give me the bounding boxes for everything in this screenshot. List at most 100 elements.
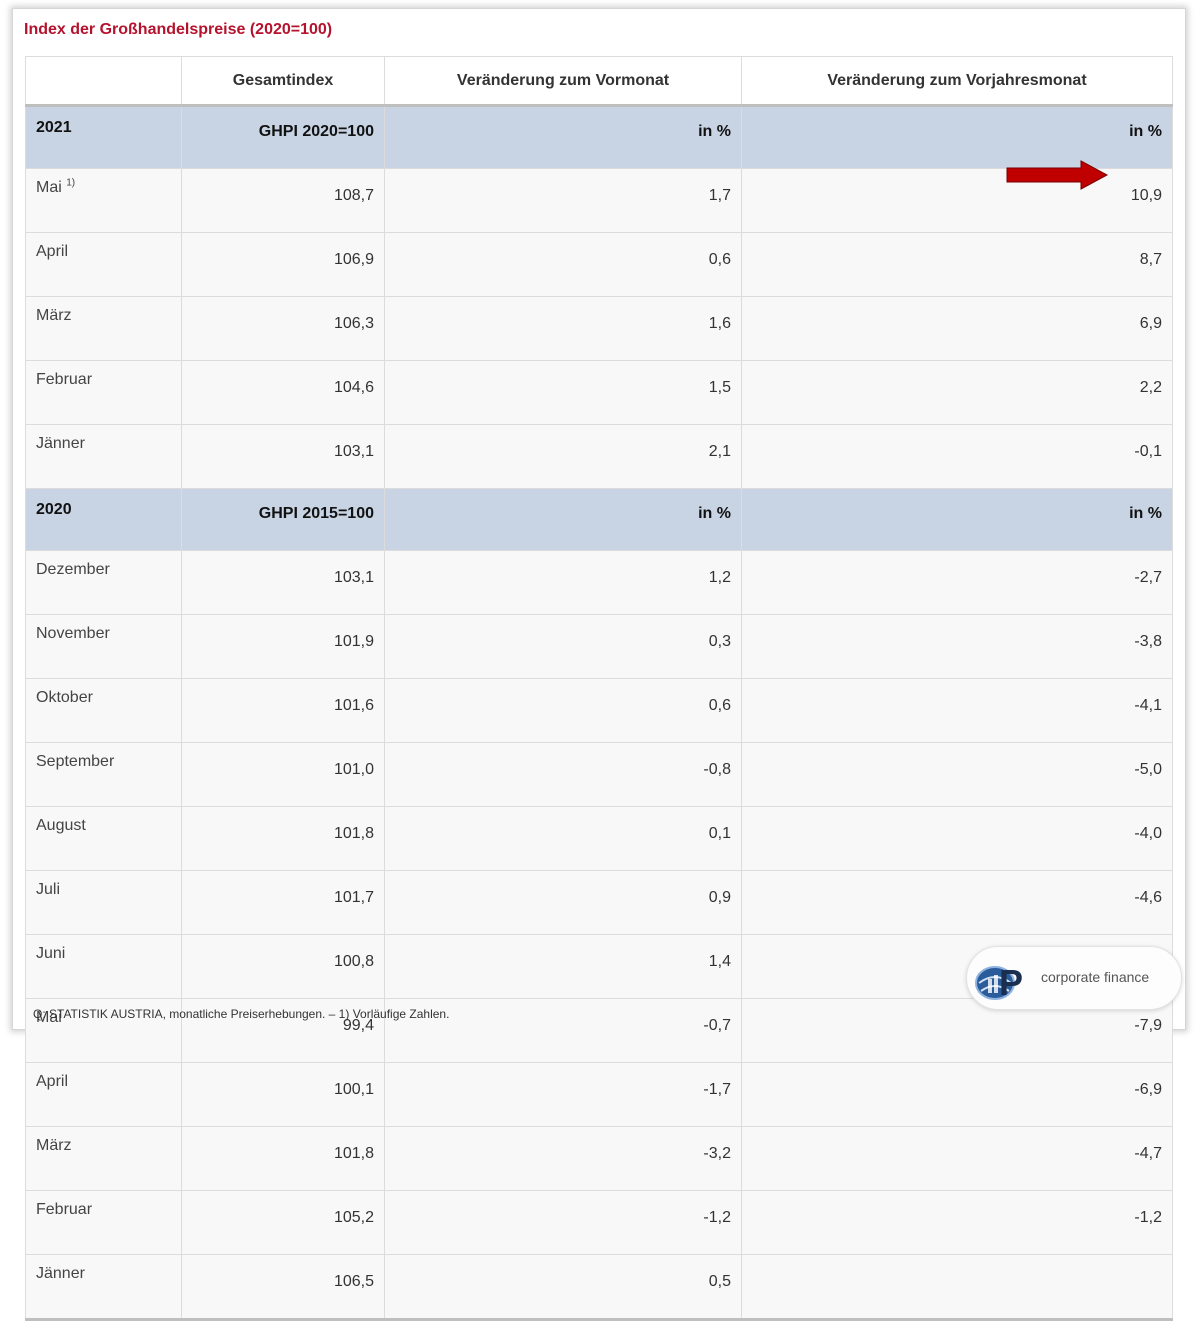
mom-cell: 0,9 — [384, 870, 742, 935]
month-label: November — [36, 625, 110, 642]
year-label: 2021 — [25, 105, 182, 169]
table-row: Dezember 103,1 1,2 -2,7 — [25, 550, 1173, 615]
table-row: März 101,8 -3,2 -4,7 — [25, 1126, 1173, 1191]
yoy-cell: -1,2 — [741, 1190, 1173, 1255]
month-cell: März — [25, 1126, 182, 1191]
month-cell: Februar — [25, 360, 182, 425]
month-cell: Juli — [25, 870, 182, 935]
index-cell: 101,0 — [181, 742, 385, 807]
table-row: Oktober 101,6 0,6 -4,1 — [25, 678, 1173, 743]
mom-cell: 0,5 — [384, 1254, 742, 1321]
globe-logo-icon: P — [975, 962, 1023, 1003]
mom-cell: 1,4 — [384, 934, 742, 999]
table-row: Jänner 103,1 2,1 -0,1 — [25, 424, 1173, 489]
table-row: April 106,9 0,6 8,7 — [25, 232, 1173, 297]
month-cell: April — [25, 1062, 182, 1127]
month-label: Mai — [36, 179, 62, 196]
year-label: 2020 — [25, 488, 182, 551]
mom-cell: 1,7 — [384, 168, 742, 233]
table-row: März 106,3 1,6 6,9 — [25, 296, 1173, 361]
month-label: April — [36, 243, 69, 260]
index-cell: 106,3 — [181, 296, 385, 361]
yoy-cell: 2,2 — [741, 360, 1173, 425]
column-header-index: Gesamtindex — [181, 56, 385, 107]
table-row: Mai 1) 108,7 1,7 10,9 — [25, 168, 1173, 233]
index-cell: 105,2 — [181, 1190, 385, 1255]
month-label: August — [36, 817, 86, 834]
index-cell: 106,9 — [181, 232, 385, 297]
month-label: Februar — [36, 371, 93, 388]
table-row: September 101,0 -0,8 -5,0 — [25, 742, 1173, 807]
table-row: August 101,8 0,1 -4,0 — [25, 806, 1173, 871]
table-row: April 100,1 -1,7 -6,9 — [25, 1062, 1173, 1127]
table-row: Februar 104,6 1,5 2,2 — [25, 360, 1173, 425]
month-cell: März — [25, 296, 182, 361]
mom-cell: 0,1 — [384, 806, 742, 871]
yoy-cell: -5,0 — [741, 742, 1173, 807]
index-unit: GHPI 2020=100 — [181, 105, 385, 169]
column-header-period — [25, 56, 182, 107]
table-row: Juli 101,7 0,9 -4,6 — [25, 870, 1173, 935]
yoy-cell — [741, 1254, 1173, 1321]
price-index-table: Gesamtindex Veränderung zum Vormonat Ver… — [25, 56, 1173, 1321]
yoy-cell: -6,9 — [741, 1062, 1173, 1127]
month-cell: Jänner — [25, 424, 182, 489]
mom-cell: 0,6 — [384, 678, 742, 743]
page-title: Index der Großhandelspreise (2020=100) — [24, 21, 333, 38]
table-header-row: Gesamtindex Veränderung zum Vormonat Ver… — [25, 56, 1173, 107]
index-cell: 101,9 — [181, 614, 385, 679]
yoy-cell: -4,7 — [741, 1126, 1173, 1191]
month-cell: Mai 1) — [25, 168, 182, 233]
index-cell: 101,8 — [181, 1126, 385, 1191]
month-cell: Dezember — [25, 550, 182, 615]
month-cell: April — [25, 232, 182, 297]
index-cell: 108,7 — [181, 168, 385, 233]
mom-cell: 0,3 — [384, 614, 742, 679]
mom-cell: -1,2 — [384, 1190, 742, 1255]
index-cell: 101,8 — [181, 806, 385, 871]
year-group-row: 2020 GHPI 2015=100 in % in % — [25, 488, 1173, 551]
table-body: 2021 GHPI 2020=100 in % in % Mai 1) 108,7 1,7 1… — [25, 105, 1173, 1321]
month-label: Dezember — [36, 561, 110, 578]
mom-unit: in % — [384, 105, 742, 169]
month-cell: Februar — [25, 1190, 182, 1255]
month-cell: Oktober — [25, 678, 182, 743]
mom-unit: in % — [384, 488, 742, 551]
year-group-row: 2021 GHPI 2020=100 in % in % — [25, 105, 1173, 169]
mom-cell: 1,5 — [384, 360, 742, 425]
month-cell: November — [25, 614, 182, 679]
svg-text:P: P — [999, 962, 1023, 1003]
yoy-unit: in % — [741, 105, 1173, 169]
mom-cell: 1,6 — [384, 296, 742, 361]
index-cell: 101,7 — [181, 870, 385, 935]
yoy-cell: -4,0 — [741, 806, 1173, 871]
yoy-cell: -0,1 — [741, 424, 1173, 489]
yoy-cell: 10,9 — [741, 168, 1173, 233]
index-cell: 103,1 — [181, 424, 385, 489]
mom-cell: -0,8 — [384, 742, 742, 807]
month-cell: Jänner — [25, 1254, 182, 1321]
mom-cell: 0,6 — [384, 232, 742, 297]
month-label: Jänner — [36, 1265, 85, 1282]
index-cell: 106,5 — [181, 1254, 385, 1321]
mom-cell: -3,2 — [384, 1126, 742, 1191]
yoy-cell: 6,9 — [741, 296, 1173, 361]
month-label: März — [36, 307, 72, 324]
month-label: März — [36, 1137, 72, 1154]
month-label: Juli — [36, 881, 61, 898]
month-cell: September — [25, 742, 182, 807]
month-cell: August — [25, 806, 182, 871]
index-unit: GHPI 2015=100 — [181, 488, 385, 551]
mom-cell: 1,2 — [384, 550, 742, 615]
red-arrow-icon — [1006, 160, 1109, 190]
mom-cell: 2,1 — [384, 424, 742, 489]
month-cell: Juni — [25, 934, 182, 999]
corporate-finance-logo: P corporate finance — [966, 946, 1182, 1010]
logo-text: corporate finance — [1041, 969, 1150, 985]
month-label: Februar — [36, 1201, 93, 1218]
table-row: Februar 105,2 -1,2 -1,2 — [25, 1190, 1173, 1255]
month-label: April — [36, 1073, 69, 1090]
index-cell: 100,1 — [181, 1062, 385, 1127]
month-label: Mai — [36, 1009, 62, 1026]
index-cell: 101,6 — [181, 678, 385, 743]
